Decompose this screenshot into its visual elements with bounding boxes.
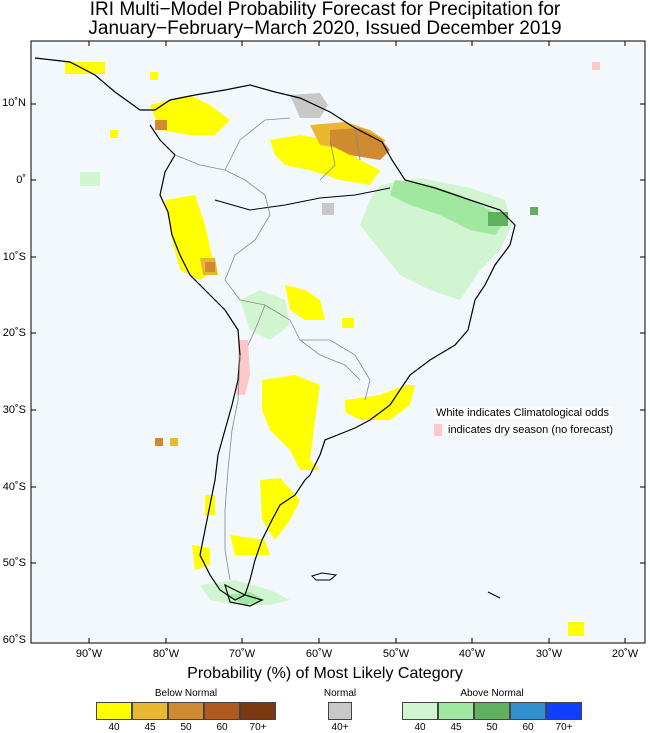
tierra-del-fuego	[224, 583, 264, 607]
lon-label-70w: 70˚W	[228, 648, 256, 660]
lon-label-60w: 60˚W	[305, 648, 333, 660]
above-normal-label: Above Normal	[460, 688, 524, 699]
lat-label-60s: 60˚S	[2, 634, 26, 646]
lon-ticks	[88, 41, 626, 643]
lat-label-10s: 10˚S	[2, 251, 26, 263]
lon-label-50w: 50˚W	[382, 648, 410, 660]
tick-above-45: 45	[450, 722, 462, 733]
swatch-below-45	[132, 702, 168, 720]
climatological-odds-note: White indicates Climatological odds	[434, 407, 612, 419]
lat-label-10n: 10˚N	[2, 97, 26, 109]
tick-above-70: 70+	[555, 722, 573, 733]
south-georgia	[487, 591, 501, 599]
falkland-islands	[311, 572, 338, 581]
swatch-below-40	[96, 702, 132, 720]
country-borders	[174, 117, 371, 581]
swatch-above-45	[438, 702, 474, 720]
below-normal-50-region	[155, 120, 390, 446]
map-title-line1: IRI Multi−Model Probability Forecast for…	[89, 0, 561, 20]
tick-above-60: 60	[522, 722, 534, 733]
tick-above-50: 50	[486, 722, 498, 733]
lon-label-80w: 80˚W	[152, 648, 180, 660]
tick-normal-40: 40+	[331, 722, 349, 733]
swatch-below-50	[168, 702, 204, 720]
tick-below-40: 40	[108, 722, 120, 733]
above-normal-45-region	[225, 180, 505, 605]
swatch-below-70	[240, 702, 276, 720]
tick-below-50: 50	[180, 722, 192, 733]
dry-season-note: indicates dry season (no forecast)	[446, 424, 616, 436]
colorbar-title: Probability (%) of Most Likely Category	[187, 665, 463, 682]
coastline-south-america	[34, 57, 516, 601]
lat-label-0: 0˚	[16, 174, 26, 186]
lon-label-90w: 90˚W	[75, 648, 103, 660]
lat-label-20s: 20˚S	[2, 327, 26, 339]
amazon-river	[214, 187, 391, 211]
map-title-line2: January−February−March 2020, Issued Dece…	[88, 18, 562, 39]
normal-40-region	[290, 93, 334, 215]
tick-above-40: 40	[414, 722, 426, 733]
tick-below-60: 60	[216, 722, 228, 733]
lon-label-20w: 20˚W	[611, 648, 639, 660]
tick-below-70: 70+	[249, 722, 267, 733]
tick-below-45: 45	[144, 722, 156, 733]
lon-label-30w: 30˚W	[535, 648, 563, 660]
above-normal-50-region	[488, 207, 538, 226]
swatch-normal-40	[328, 702, 352, 720]
swatch-above-70	[546, 702, 582, 720]
normal-label: Normal	[323, 688, 357, 699]
lat-ticks	[31, 103, 645, 564]
swatch-above-50	[474, 702, 510, 720]
swatch-below-60	[204, 702, 240, 720]
swatch-above-60	[510, 702, 546, 720]
lat-label-50s: 50˚S	[2, 557, 26, 569]
lon-label-40w: 40˚W	[458, 648, 486, 660]
lat-label-30s: 30˚S	[2, 404, 26, 416]
dry-season-swatch	[434, 424, 442, 436]
lat-label-40s: 40˚S	[2, 481, 26, 493]
below-normal-label: Below Normal	[154, 688, 218, 699]
swatch-above-40	[402, 702, 438, 720]
